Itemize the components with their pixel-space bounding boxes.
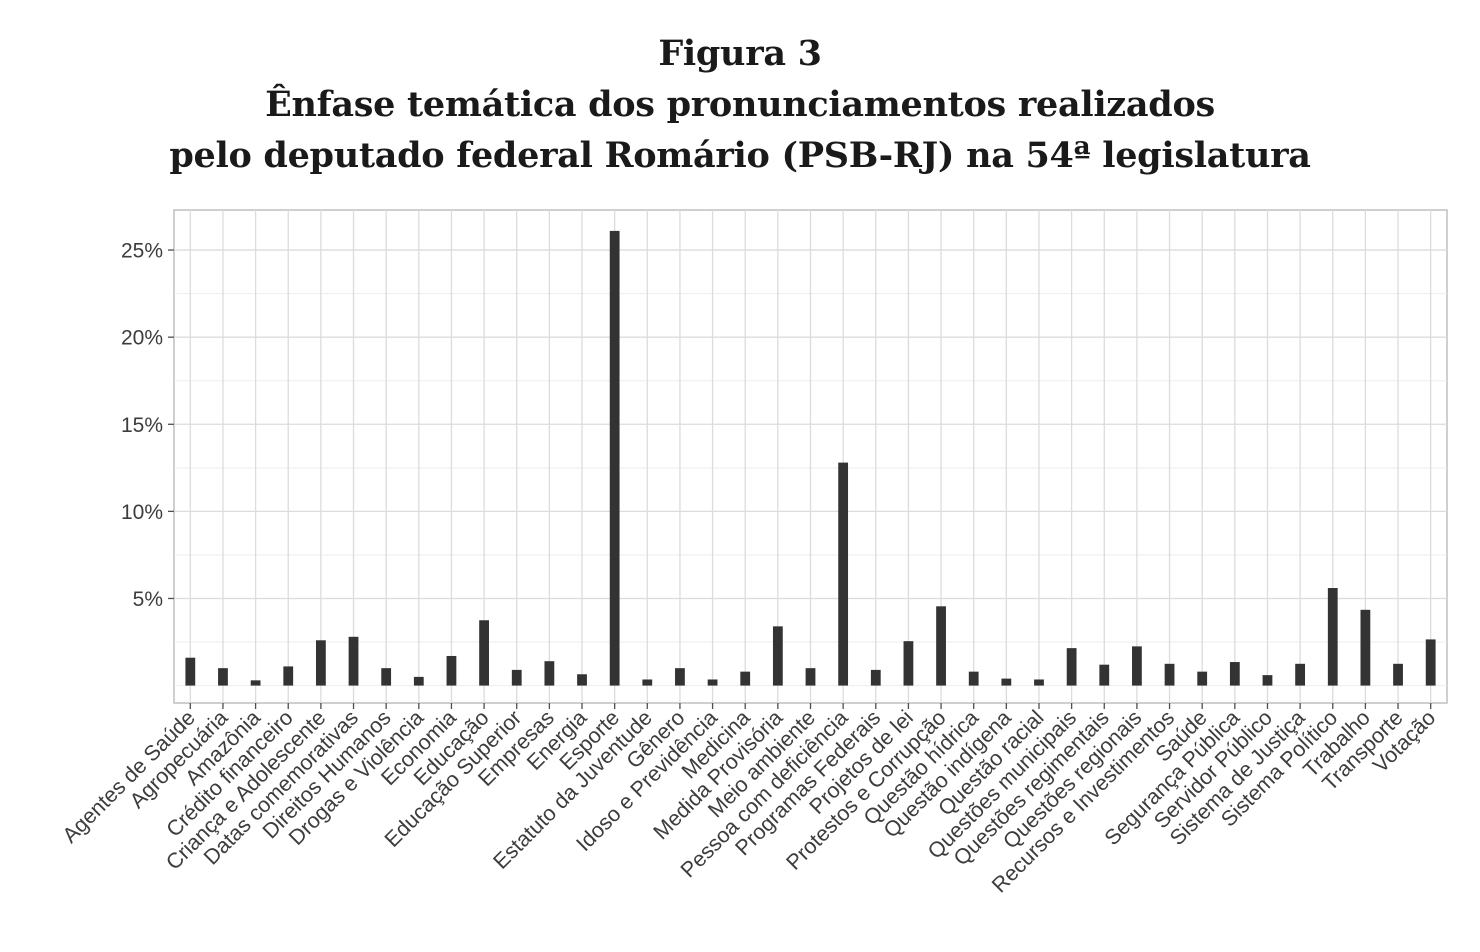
- y-tick-label: 10%: [121, 501, 163, 524]
- y-tick-label: 5%: [133, 588, 163, 611]
- bar: [413, 676, 424, 686]
- bar: [642, 679, 653, 686]
- bar: [1229, 662, 1240, 686]
- bar: [315, 640, 326, 686]
- bar: [1425, 639, 1436, 686]
- x-axis: Agentes de SaúdeAgropecuáriaAmazôniaCréd…: [58, 703, 1440, 897]
- bar: [250, 680, 261, 686]
- bar: [185, 657, 196, 686]
- bar: [936, 606, 946, 686]
- bar: [1034, 679, 1044, 686]
- bar: [1360, 609, 1371, 686]
- bar: [544, 661, 555, 686]
- figure-title-line-2: pelo deputado federal Romário (PSB-RJ) n…: [169, 135, 1311, 176]
- bar: [577, 674, 587, 686]
- y-axis: 5% 10% 15% 20% 25%: [121, 240, 174, 611]
- bar: [1164, 663, 1175, 686]
- bar: [968, 671, 979, 686]
- bar: [446, 655, 457, 686]
- bar: [1262, 675, 1273, 686]
- bar: [805, 668, 816, 686]
- bar: [218, 668, 228, 686]
- bar: [479, 620, 489, 686]
- y-tick-label: 25%: [121, 240, 163, 263]
- bar: [283, 666, 294, 686]
- bar: [675, 668, 685, 686]
- bar: [1066, 648, 1077, 686]
- bar: [772, 626, 783, 686]
- bar: [740, 671, 751, 686]
- bar: [707, 679, 718, 686]
- bar: [381, 668, 392, 686]
- bar: [1132, 646, 1142, 686]
- bar: [1295, 663, 1306, 686]
- bar: [870, 669, 881, 686]
- figure-title-line-1: Ênfase temática dos pronunciamentos real…: [265, 84, 1215, 125]
- bar: [1393, 663, 1403, 686]
- bar: [1001, 678, 1012, 686]
- bar: [511, 669, 522, 686]
- y-tick-label: 15%: [121, 414, 163, 437]
- bar: [348, 636, 359, 686]
- y-tick-label: 20%: [121, 327, 163, 350]
- bar: [1099, 664, 1110, 686]
- bar: [1197, 671, 1208, 686]
- bar: [609, 230, 620, 686]
- bars: [185, 230, 1436, 686]
- bar: [903, 641, 914, 686]
- bar: [1327, 588, 1338, 686]
- figure-label: Figura 3: [658, 33, 822, 74]
- bar: [838, 462, 849, 686]
- figure-title-block: Figura 3 Ênfase temática dos pronunciame…: [0, 28, 1480, 181]
